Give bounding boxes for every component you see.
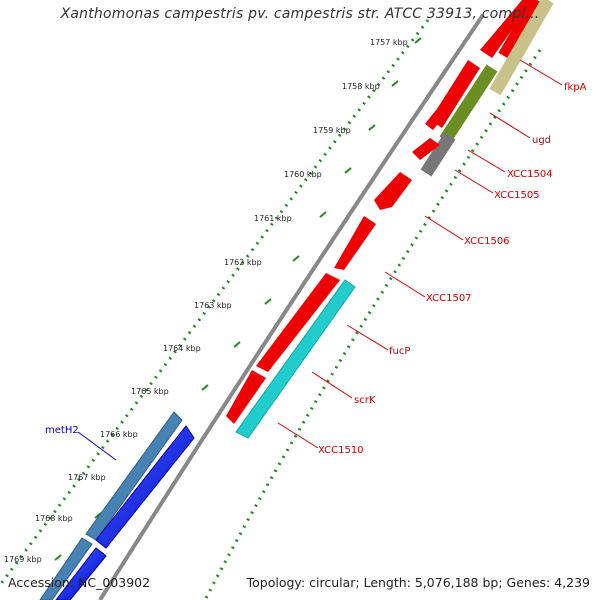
accession-text: Accession: NC_003902 [8, 575, 151, 590]
tick-label: 1764 kbp [163, 344, 201, 353]
tick-label: 1760 kbp [284, 170, 322, 179]
feature-cyan [235, 279, 356, 439]
gene-label-scrK: scrK [354, 395, 376, 406]
tick-label: 1766 kbp [100, 430, 138, 439]
cds-arrow [226, 370, 266, 424]
gene-label-XCC1510: XCC1510 [318, 445, 364, 456]
tick-label: 1758 kbp [342, 82, 380, 91]
tick-marks [54, 37, 422, 561]
gene-labels: fkpA ugd XCC1504 XCC1505 XCC1506 XCC1507… [45, 82, 587, 456]
cds-arrow [334, 216, 376, 270]
tick-label: 1769 kbp [4, 555, 42, 564]
backbone-ring [98, 13, 485, 600]
feature-blue-lower [55, 547, 107, 600]
gene-label-XCC1504: XCC1504 [507, 169, 553, 180]
gene-label-fucP: fucP [389, 346, 410, 357]
inner-dotted-ring [203, 49, 542, 600]
gene-label-XCC1507: XCC1507 [426, 293, 472, 304]
tick-label: 1763 kbp [194, 301, 232, 310]
feature-steelblue-lower [39, 537, 93, 600]
cds-arrow [374, 172, 412, 210]
map-title: Xanthomonas campestris pv. campestris st… [60, 6, 540, 22]
tick-labels: 1757 kbp 1758 kbp 1759 kbp 1760 kbp 1761… [4, 38, 408, 564]
cds-arrow [480, 0, 533, 58]
tick-label: 1768 kbp [35, 514, 73, 523]
cds-arrow [412, 138, 440, 160]
feature-gray [420, 132, 456, 177]
tick-label: 1761 kbp [254, 214, 292, 223]
label-connectors [277, 59, 563, 449]
feature-khaki [489, 0, 554, 96]
feature-olive [439, 64, 498, 144]
gene-label-ugd: ugd [532, 135, 551, 146]
cds-arrow [430, 60, 480, 128]
tick-label: 1767 kbp [68, 473, 106, 482]
gene-label-metH2: metH2 [45, 425, 79, 436]
gene-label-XCC1505: XCC1505 [494, 190, 540, 201]
cds-arrow [256, 273, 340, 372]
feature-outer-red-top [498, 0, 543, 60]
gene-label-XCC1506: XCC1506 [464, 236, 510, 247]
tick-label: 1757 kbp [370, 38, 408, 47]
tick-label: 1762 kbp [224, 258, 262, 267]
red-cds-arrows [226, 0, 533, 424]
label-connector-metH2 [77, 431, 117, 461]
tick-label: 1765 kbp [131, 387, 169, 396]
gene-label-fkpA: fkpA [564, 82, 587, 93]
tick-label: 1759 kbp [313, 126, 351, 135]
feature-blue [95, 425, 195, 549]
outer-dotted-ring [0, 19, 430, 586]
topology-summary: Topology: circular; Length: 5,076,188 bp… [246, 575, 590, 590]
